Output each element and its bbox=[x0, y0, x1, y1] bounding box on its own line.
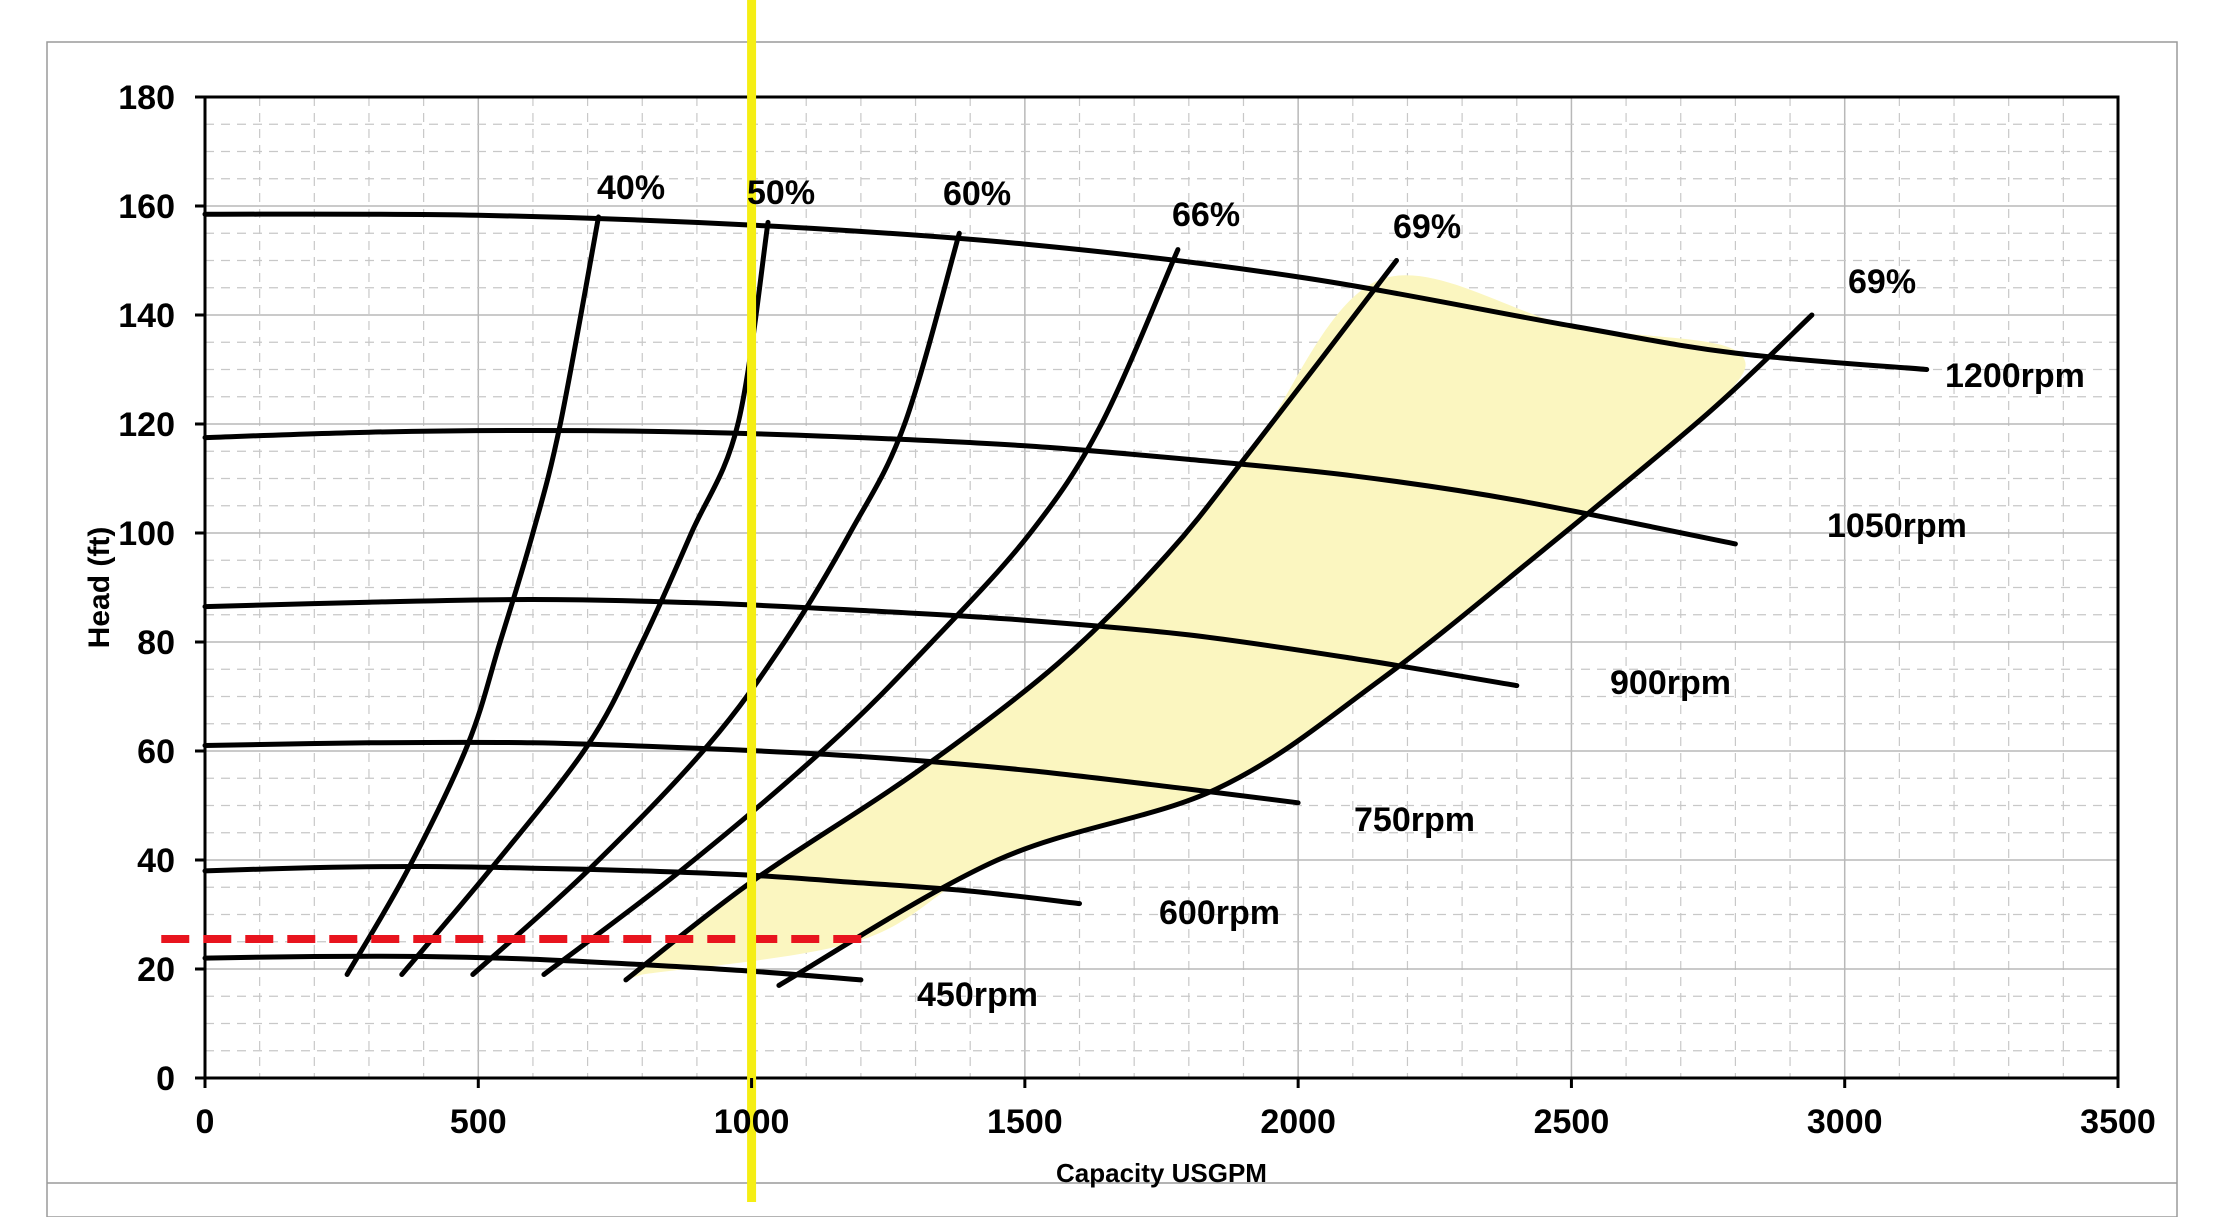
efficiency-label-6: 69% bbox=[1848, 263, 1916, 301]
speed-label-450rpm: 450rpm bbox=[917, 976, 1038, 1014]
y-tick-label: 80 bbox=[137, 624, 175, 662]
speed-curve-900rpm bbox=[202, 596, 1520, 689]
x-tick-label: 2500 bbox=[1534, 1103, 1610, 1141]
efficiency-label-1: 40% bbox=[597, 169, 665, 207]
plot-area-border bbox=[203, 95, 2120, 1080]
x-tick-label: 2000 bbox=[1260, 1103, 1336, 1141]
y-tick-label: 20 bbox=[137, 951, 175, 989]
y-tick-label: 140 bbox=[118, 297, 175, 335]
efficiency-label-2: 50% bbox=[747, 174, 815, 212]
x-tick-label: 500 bbox=[450, 1103, 507, 1141]
y-tick-label: 100 bbox=[118, 515, 175, 553]
y-tick-label: 180 bbox=[118, 79, 175, 117]
y-axis-title: Head (ft) bbox=[83, 527, 116, 649]
efficiency-label-4: 66% bbox=[1172, 196, 1240, 234]
y-tick-label: 0 bbox=[156, 1060, 175, 1098]
efficiency-curve-4 bbox=[541, 247, 1181, 977]
efficiency-curve-6 bbox=[776, 312, 1815, 988]
axis-ticks: 0 500 1000 1500 2000 2500 3000 3500 0 20 40 60 80 100… bbox=[118, 79, 2156, 1141]
y-tick-label: 40 bbox=[137, 842, 175, 880]
speed-label-1200rpm: 1200rpm bbox=[1945, 357, 2085, 395]
y-tick-label: 160 bbox=[118, 188, 175, 226]
efficiency-curve-2 bbox=[399, 219, 771, 977]
y-tick-label: 60 bbox=[137, 733, 175, 771]
x-tick-label: 3000 bbox=[1807, 1103, 1883, 1141]
x-tick-label: 1500 bbox=[987, 1103, 1063, 1141]
operating-region-fill bbox=[625, 275, 1746, 980]
speed-curve-1200rpm bbox=[202, 211, 1930, 372]
speed-label-900rpm: 900rpm bbox=[1610, 664, 1731, 702]
speed-curve-750rpm bbox=[202, 739, 1301, 806]
speed-label-600rpm: 600rpm bbox=[1159, 894, 1280, 932]
speed-label-1050rpm: 1050rpm bbox=[1827, 507, 1967, 545]
x-tick-label: 0 bbox=[196, 1103, 215, 1141]
efficiency-label-3: 60% bbox=[943, 175, 1011, 213]
efficiency-curve-3 bbox=[470, 230, 962, 977]
marker-lines bbox=[161, 0, 867, 1202]
efficiency-curve-1 bbox=[344, 214, 601, 977]
y-tick-label: 120 bbox=[118, 406, 175, 444]
curve-labels: 1200rpm 1050rpm 900rpm 750rpm 600rpm 450rpm 40… bbox=[597, 169, 2085, 1014]
x-axis-title: Capacity USGPM bbox=[1056, 1158, 1267, 1188]
x-tick-label: 1000 bbox=[714, 1103, 790, 1141]
speed-curve-1050rpm bbox=[202, 427, 1738, 547]
efficiency-label-5: 69% bbox=[1393, 208, 1461, 246]
speed-label-750rpm: 750rpm bbox=[1354, 801, 1475, 839]
operating-region bbox=[625, 275, 1746, 980]
x-tick-label: 3500 bbox=[2080, 1103, 2156, 1141]
